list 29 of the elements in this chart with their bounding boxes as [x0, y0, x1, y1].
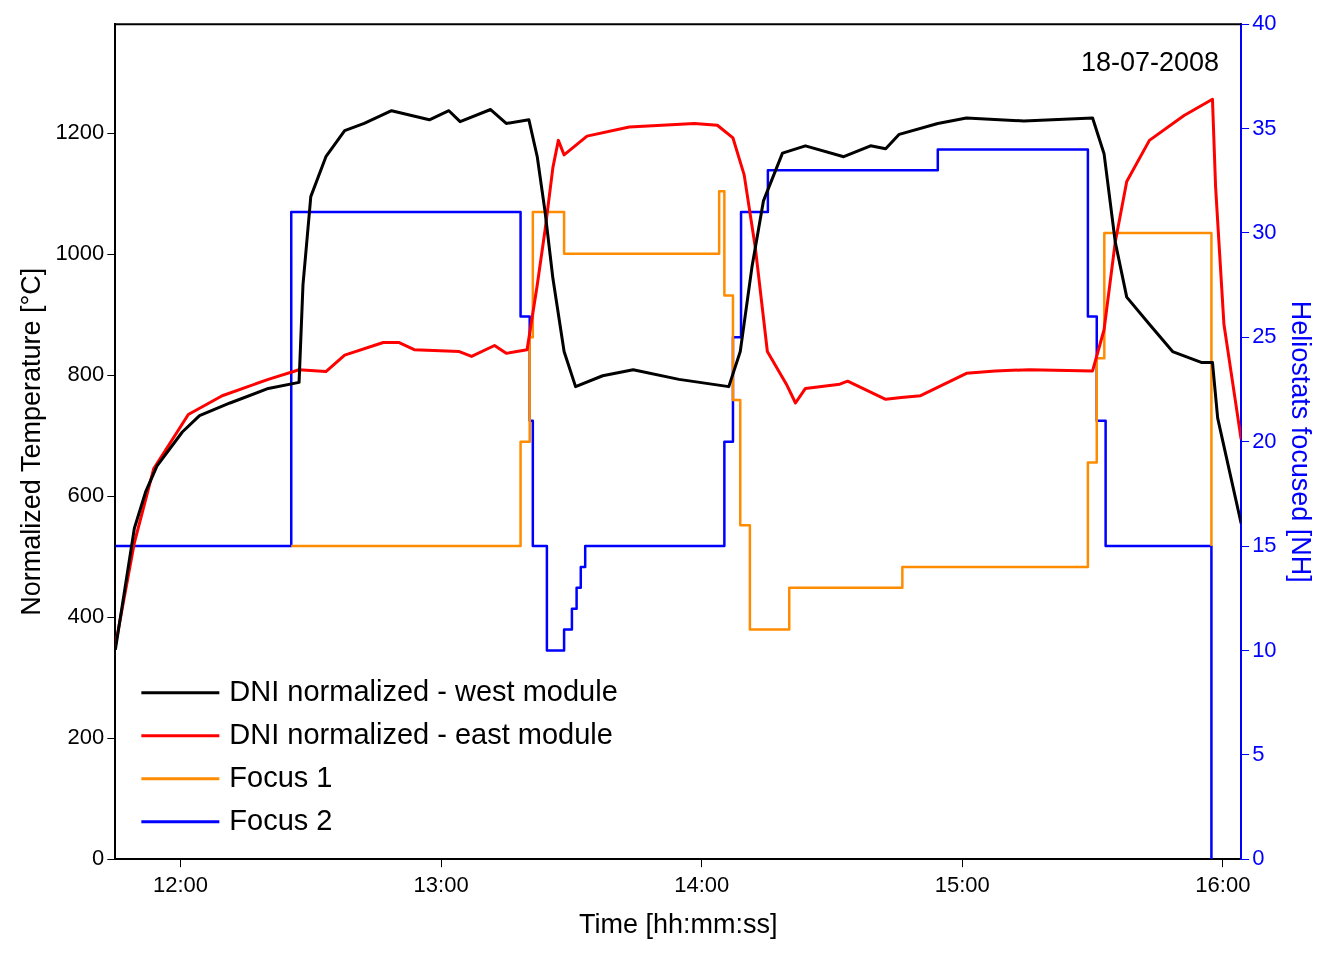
y-axis-title: Normalized Temperature [°C]: [15, 267, 46, 616]
y-tick-label: 200: [67, 724, 105, 750]
y2-tick-label: 10: [1252, 636, 1277, 662]
y-tick-label: 800: [67, 361, 105, 387]
x-tick-label: 14:00: [674, 872, 730, 898]
y-tick-label: 1000: [55, 240, 105, 266]
y2-tick-label: 0: [1252, 845, 1265, 871]
y-tick-label: 0: [92, 845, 105, 871]
y2-tick-label: 15: [1252, 532, 1277, 558]
y2-tick-label: 25: [1252, 323, 1277, 349]
y2-tick-label: 35: [1252, 114, 1277, 140]
x-tick-label: 15:00: [934, 872, 990, 898]
y2-axis-title: Heliostats focused [NH]: [1286, 300, 1317, 583]
y2-tick-label: 5: [1252, 740, 1265, 766]
y2-tick-label: 40: [1252, 10, 1277, 36]
annotation: 18-07-2008: [1081, 47, 1220, 78]
x-axis-title: Time [hh:mm:ss]: [578, 909, 778, 940]
legend-label: Focus 1: [229, 760, 333, 793]
legend-label: DNI normalized - east module: [229, 717, 613, 750]
x-tick-label: 16:00: [1195, 872, 1251, 898]
y-tick-label: 1200: [55, 119, 105, 145]
y2-tick-label: 30: [1252, 219, 1277, 245]
x-tick-label: 12:00: [152, 872, 209, 898]
legend-label: DNI normalized - west module: [229, 674, 618, 707]
y2-tick-label: 20: [1252, 427, 1277, 453]
y-tick-label: 600: [67, 482, 105, 508]
y-tick-label: 400: [67, 603, 105, 629]
legend-label: Focus 2: [229, 803, 333, 836]
x-tick-label: 13:00: [413, 872, 469, 898]
